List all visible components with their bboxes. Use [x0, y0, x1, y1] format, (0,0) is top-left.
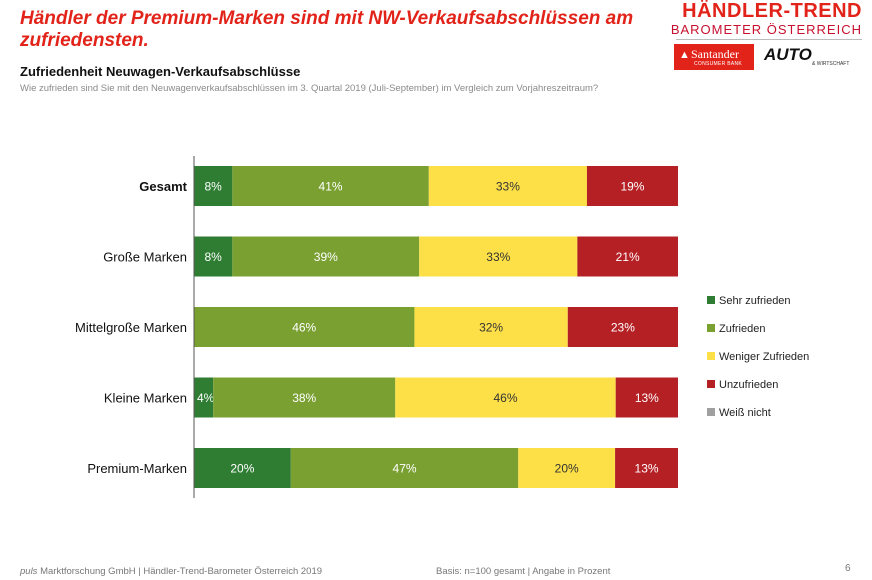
data-label-zufrieden-grosse-marken: 39%: [314, 250, 338, 264]
data-label-zufrieden-premium-marken: 47%: [393, 462, 417, 476]
chart-subtitle: Zufriedenheit Neuwagen-Verkaufsabschlüss…: [20, 64, 301, 79]
data-label-unzufrieden-mittelgrosse-marken: 23%: [611, 321, 635, 335]
data-label-unzufrieden-kleine-marken: 13%: [635, 391, 659, 405]
data-label-sehr-zufrieden-premium-marken: 20%: [230, 462, 254, 476]
survey-question: Wie zufrieden sind Sie mit den Neuwagenv…: [20, 83, 599, 94]
bar-segment-weniger-zufrieden-grosse-marken: [419, 236, 578, 277]
santander-name: Santander: [691, 47, 739, 61]
bar-segment-zufrieden-grosse-marken: [232, 236, 420, 277]
data-label-weniger-zufrieden-gesamt: 33%: [496, 180, 520, 194]
footer-basis: Basis: n=100 gesamt | Angabe in Prozent: [436, 566, 611, 577]
category-label-mittelgrosse-marken: Mittelgroße Marken: [75, 320, 187, 335]
santander-sub: CONSUMER BANK: [694, 61, 743, 67]
bar-segment-zufrieden-mittelgrosse-marken: [194, 307, 415, 347]
legend-label-unzufrieden: Unzufrieden: [719, 379, 778, 391]
logo-divider: [676, 39, 862, 40]
legend-swatch-sehr-zufrieden: [707, 296, 715, 304]
stacked-bar-chart: 8% 41% 33% 19% Gesamt 8% 39% 33% 21% Große Marken…: [75, 156, 809, 498]
category-label-grosse-marken: Große Marken: [103, 250, 187, 265]
legend-swatch-weiss-nicht: [707, 408, 715, 416]
bar-segment-sehr-zufrieden-grosse-marken: [194, 236, 233, 277]
data-label-unzufrieden-premium-marken: 13%: [635, 462, 659, 476]
data-label-zufrieden-gesamt: 41%: [319, 180, 343, 194]
data-label-unzufrieden-gesamt: 19%: [620, 180, 644, 194]
auto-wirtschaft-logo: AUTO & WIRTSCHAFT: [762, 44, 862, 70]
auto-name: AUTO: [764, 45, 812, 64]
data-label-weniger-zufrieden-grosse-marken: 33%: [486, 250, 510, 264]
auto-sub: & WIRTSCHAFT: [812, 61, 850, 67]
data-label-zufrieden-mittelgrosse-marken: 46%: [292, 321, 316, 335]
bar-segment-weniger-zufrieden-kleine-marken: [395, 377, 616, 418]
logo-title: HÄNDLER-TREND: [682, 0, 862, 22]
category-label-premium-marken: Premium-Marken: [87, 461, 187, 476]
legend-label-weiss-nicht: Weiß nicht: [719, 407, 771, 419]
flame-icon: ▲: [679, 49, 690, 61]
bar-segment-sehr-zufrieden-kleine-marken: [194, 377, 214, 418]
page-number: 6: [845, 563, 851, 574]
legend-swatch-unzufrieden: [707, 380, 715, 388]
bar-segment-sehr-zufrieden-premium-marken: [194, 448, 291, 488]
bar-segment-weniger-zufrieden-gesamt: [428, 166, 587, 206]
legend-swatch-weniger-zufrieden: [707, 352, 715, 360]
footer-source-text: Marktforschung GmbH | Händler-Trend-Baro…: [37, 566, 323, 577]
data-label-weniger-zufrieden-mittelgrosse-marken: 32%: [479, 321, 503, 335]
bar-segment-unzufrieden-premium-marken: [615, 448, 678, 488]
footer-source-italic: puls: [20, 566, 38, 577]
bar-segment-zufrieden-kleine-marken: [213, 377, 396, 418]
legend-swatch-zufrieden: [707, 324, 715, 332]
bar-segment-unzufrieden-kleine-marken: [615, 377, 678, 418]
legend-label-sehr-zufrieden: Sehr zufrieden: [719, 295, 791, 307]
category-label-kleine-marken: Kleine Marken: [104, 391, 187, 406]
data-label-sehr-zufrieden-grosse-marken: 8%: [204, 250, 222, 264]
data-label-weniger-zufrieden-premium-marken: 20%: [555, 462, 579, 476]
legend-label-zufrieden: Zufrieden: [719, 323, 765, 335]
bar-segment-unzufrieden-mittelgrosse-marken: [567, 307, 678, 347]
category-label-gesamt: Gesamt: [139, 179, 187, 194]
haendler-trend-logo: HÄNDLER-TREND BAROMETER ÖSTERREICH ▲ San…: [670, 0, 866, 76]
data-label-unzufrieden-grosse-marken: 21%: [616, 250, 640, 264]
footer-source: puls Marktforschung GmbH | Händler-Trend…: [20, 566, 322, 577]
headline: Händler der Premium-Marken sind mit NW-V…: [20, 8, 634, 51]
bar-segment-unzufrieden-gesamt: [586, 166, 678, 206]
data-label-zufrieden-kleine-marken: 38%: [292, 391, 316, 405]
santander-logo: ▲ Santander CONSUMER BANK: [674, 44, 754, 70]
bar-segment-weniger-zufrieden-mittelgrosse-marken: [414, 307, 568, 347]
bar-segment-weniger-zufrieden-premium-marken: [518, 448, 616, 488]
legend-label-weniger-zufrieden: Weniger Zufrieden: [719, 351, 809, 363]
logo-subtitle: BAROMETER ÖSTERREICH: [670, 22, 862, 37]
data-label-sehr-zufrieden-kleine-marken: 4%: [197, 391, 215, 405]
bar-segment-sehr-zufrieden-gesamt: [194, 166, 233, 206]
bar-segment-zufrieden-gesamt: [232, 166, 429, 206]
bar-segment-unzufrieden-grosse-marken: [577, 236, 678, 277]
bar-segment-zufrieden-premium-marken: [290, 448, 519, 488]
data-label-weniger-zufrieden-kleine-marken: 46%: [493, 391, 517, 405]
data-label-sehr-zufrieden-gesamt: 8%: [204, 180, 222, 194]
